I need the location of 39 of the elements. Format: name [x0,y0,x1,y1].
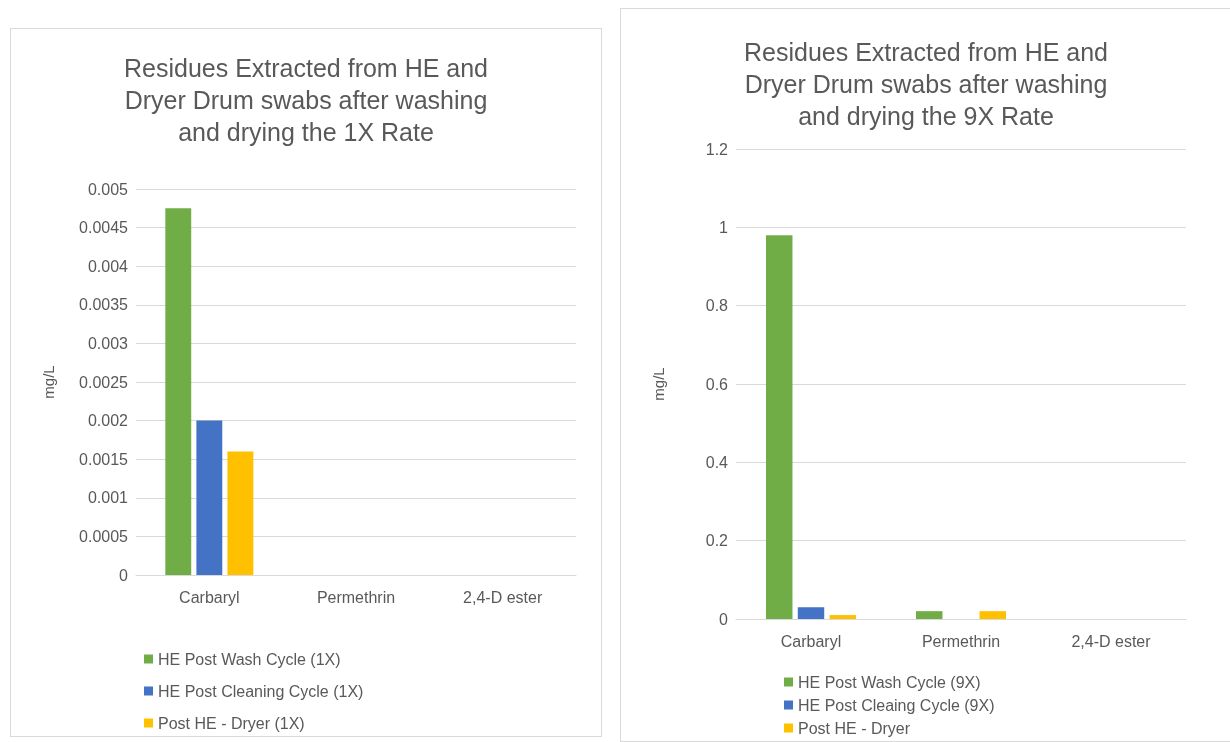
x-tick-label: Carbaryl [179,588,240,606]
bar [916,611,943,619]
y-tick-label: 0.002 [87,412,129,430]
x-tick-label: 2,4-D ester [1071,632,1152,650]
legend-label: HE Post Wash Cycle (1X) [158,650,341,668]
bar [797,607,825,619]
bar [829,615,856,619]
y-tick-label: 0.0005 [79,527,129,545]
y-tick-label: 0.005 [87,180,129,198]
chart-title: Residues Extracted from HE and Dryer Drum swabs after washing and drying the 9X Rate [743,38,1109,130]
y-tick-label: 0.0025 [79,373,129,391]
legend-label: HE Post Wash Cycle (9X) [798,673,981,691]
y-tick-label: 0.003 [87,334,129,352]
y-tick-label: 0 [719,610,729,628]
legend-label: Post HE - Dryer (1X) [158,714,305,732]
y-tick-label: 0.0045 [79,219,129,237]
y-tick-label: 0.001 [87,489,129,507]
y-tick-label: 0.6 [705,375,729,393]
bar [979,611,1006,619]
y-tick-label: 0 [119,566,129,584]
y-tick-label: 0.4 [705,453,729,471]
bar [766,235,793,619]
y-tick-label: 0.0015 [79,450,129,468]
legend-label: Post HE - Dryer [798,719,911,737]
x-tick-label: 2,4-D ester [463,588,543,606]
x-tick-label: Permethrin [316,588,396,606]
chart-title: Residues Extracted from HE and Dryer Drum swabs after washing and drying the 1X Rate [123,54,489,146]
y-tick-label: 0.0035 [79,296,129,314]
x-tick-label: Permethrin [921,632,1001,650]
y-axis-title: mg/L [40,365,57,399]
y-tick-label: 1.2 [705,140,729,158]
y-tick-label: 0.2 [705,532,729,550]
x-tick-label: Carbaryl [780,632,842,650]
legend-label: HE Post Cleaning Cycle (1X) [158,682,364,700]
y-axis-title: mg/L [650,367,667,401]
y-tick-label: 0.004 [87,257,129,275]
y-tick-label: 1 [719,218,729,236]
legend-label: HE Post Cleaing Cycle (9X) [798,696,995,714]
y-tick-label: 0.8 [705,297,729,315]
